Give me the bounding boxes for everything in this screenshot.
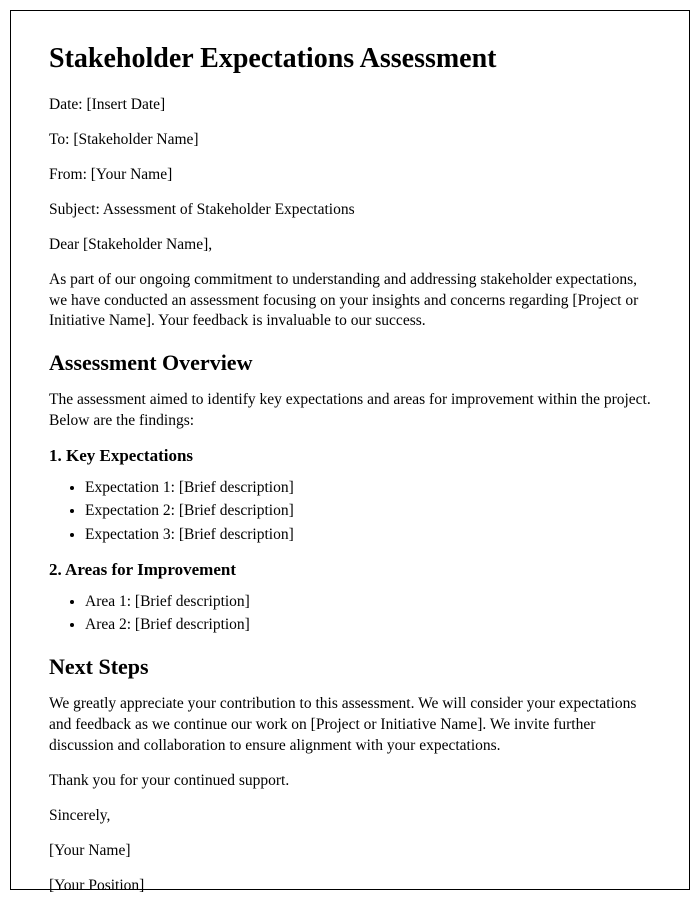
closing-name: [Your Name] bbox=[49, 841, 651, 862]
document-page: Stakeholder Expectations Assessment Date… bbox=[10, 10, 690, 890]
areas-improvement-list: Area 1: [Brief description] Area 2: [Bri… bbox=[85, 590, 651, 637]
list-item: Expectation 2: [Brief description] bbox=[85, 499, 651, 522]
list-item: Area 1: [Brief description] bbox=[85, 590, 651, 613]
key-expectations-heading: 1. Key Expectations bbox=[49, 446, 651, 466]
list-item: Expectation 3: [Brief description] bbox=[85, 523, 651, 546]
next-steps-heading: Next Steps bbox=[49, 654, 651, 680]
overview-text: The assessment aimed to identify key exp… bbox=[49, 390, 651, 432]
areas-improvement-heading: 2. Areas for Improvement bbox=[49, 560, 651, 580]
meta-to: To: [Stakeholder Name] bbox=[49, 130, 651, 151]
closing-signoff: Sincerely, bbox=[49, 806, 651, 827]
list-item: Area 2: [Brief description] bbox=[85, 613, 651, 636]
intro-paragraph: As part of our ongoing commitment to und… bbox=[49, 270, 651, 333]
meta-from: From: [Your Name] bbox=[49, 165, 651, 186]
closing-position: [Your Position] bbox=[49, 876, 651, 897]
page-title: Stakeholder Expectations Assessment bbox=[49, 43, 651, 75]
meta-subject: Subject: Assessment of Stakeholder Expec… bbox=[49, 200, 651, 221]
key-expectations-list: Expectation 1: [Brief description] Expec… bbox=[85, 476, 651, 546]
closing-thanks: Thank you for your continued support. bbox=[49, 771, 651, 792]
list-item: Expectation 1: [Brief description] bbox=[85, 476, 651, 499]
next-steps-text: We greatly appreciate your contribution … bbox=[49, 694, 651, 757]
salutation: Dear [Stakeholder Name], bbox=[49, 235, 651, 256]
meta-date: Date: [Insert Date] bbox=[49, 95, 651, 116]
overview-heading: Assessment Overview bbox=[49, 350, 651, 376]
